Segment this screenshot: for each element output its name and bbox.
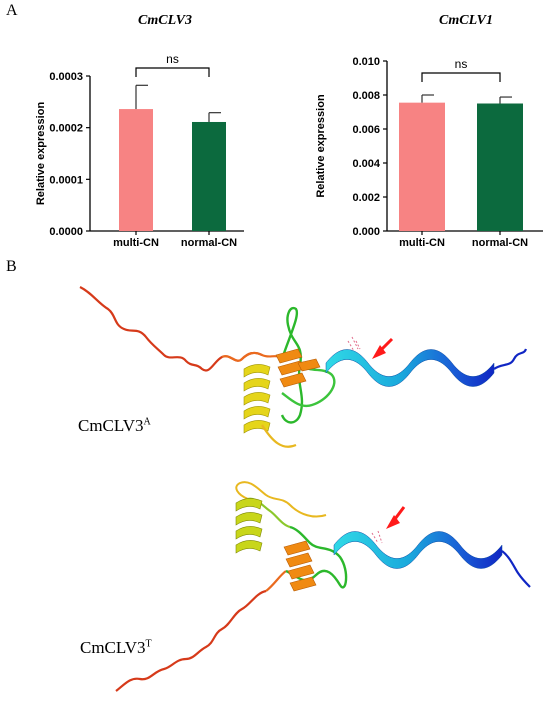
significance-bracket bbox=[136, 68, 209, 77]
x-tick-label: normal-CN bbox=[472, 237, 528, 249]
y-tick-label: 0.008 bbox=[352, 90, 380, 102]
panel-label-b: B bbox=[6, 258, 17, 276]
y-axis-label: Relative expression bbox=[35, 102, 47, 206]
structure-superscript-a: A bbox=[144, 416, 151, 427]
y-tick-label: 0.010 bbox=[352, 56, 380, 68]
bar bbox=[477, 104, 523, 232]
y-tick-label: 0.0001 bbox=[49, 174, 83, 186]
structure-superscript-t: T bbox=[146, 638, 152, 649]
structure-name-a: CmCLV3 bbox=[78, 416, 144, 435]
y-tick-label: 0.000 bbox=[352, 226, 380, 238]
y-tick-label: 0.006 bbox=[352, 124, 380, 136]
structure-label-a: CmCLV3A bbox=[78, 416, 151, 436]
protein-structure-t bbox=[116, 482, 530, 691]
bar-chart-cmclv3: CmCLV3 Relative expression 0.0000 0.0001 0.0… bbox=[0, 0, 275, 255]
chart-title: CmCLV1 bbox=[439, 13, 493, 28]
significance-label: ns bbox=[455, 57, 468, 71]
y-tick-label: 0.0003 bbox=[49, 71, 83, 83]
significance-label: ns bbox=[166, 52, 179, 66]
y-tick-label: 0.0002 bbox=[49, 123, 83, 135]
significance-bracket bbox=[422, 73, 500, 82]
bar bbox=[119, 109, 153, 231]
bar bbox=[399, 103, 445, 231]
chart-title: CmCLV3 bbox=[138, 13, 192, 28]
bar bbox=[192, 122, 226, 231]
y-tick-label: 0.002 bbox=[352, 192, 380, 204]
x-tick-label: normal-CN bbox=[181, 237, 237, 249]
x-tick-label: multi-CN bbox=[113, 237, 159, 249]
bar-chart-cmclv1: CmCLV1 Relative expression 0.000 0.002 0.004… bbox=[275, 0, 550, 255]
y-tick-label: 0.0000 bbox=[49, 226, 83, 238]
y-axis-label: Relative expression bbox=[315, 94, 327, 198]
y-tick-label: 0.004 bbox=[352, 158, 380, 170]
structure-name-t: CmCLV3 bbox=[80, 638, 146, 657]
x-tick-label: multi-CN bbox=[399, 237, 445, 249]
structure-label-t: CmCLV3T bbox=[80, 638, 152, 658]
